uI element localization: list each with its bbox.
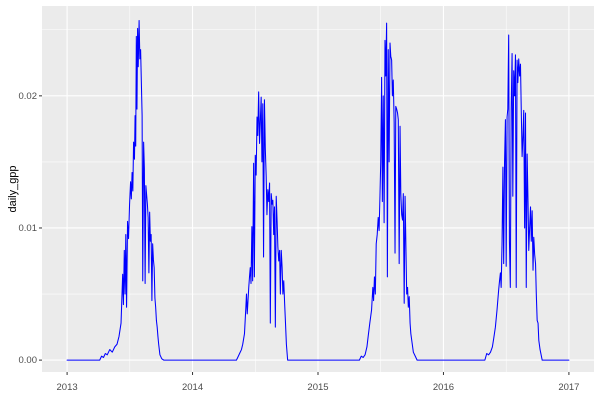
x-tick-label: 2016 xyxy=(433,382,454,393)
x-tick-label: 2017 xyxy=(558,382,579,393)
y-tick-label: 0.00 xyxy=(19,355,38,366)
x-tick-label: 2014 xyxy=(182,382,203,393)
series-line-daily_gpp xyxy=(66,20,570,361)
x-tick-label: 2013 xyxy=(57,382,78,393)
y-tick-label: 0.02 xyxy=(19,91,38,102)
x-tick-label: 2015 xyxy=(307,382,328,393)
y-tick-label: 0.01 xyxy=(19,223,38,234)
